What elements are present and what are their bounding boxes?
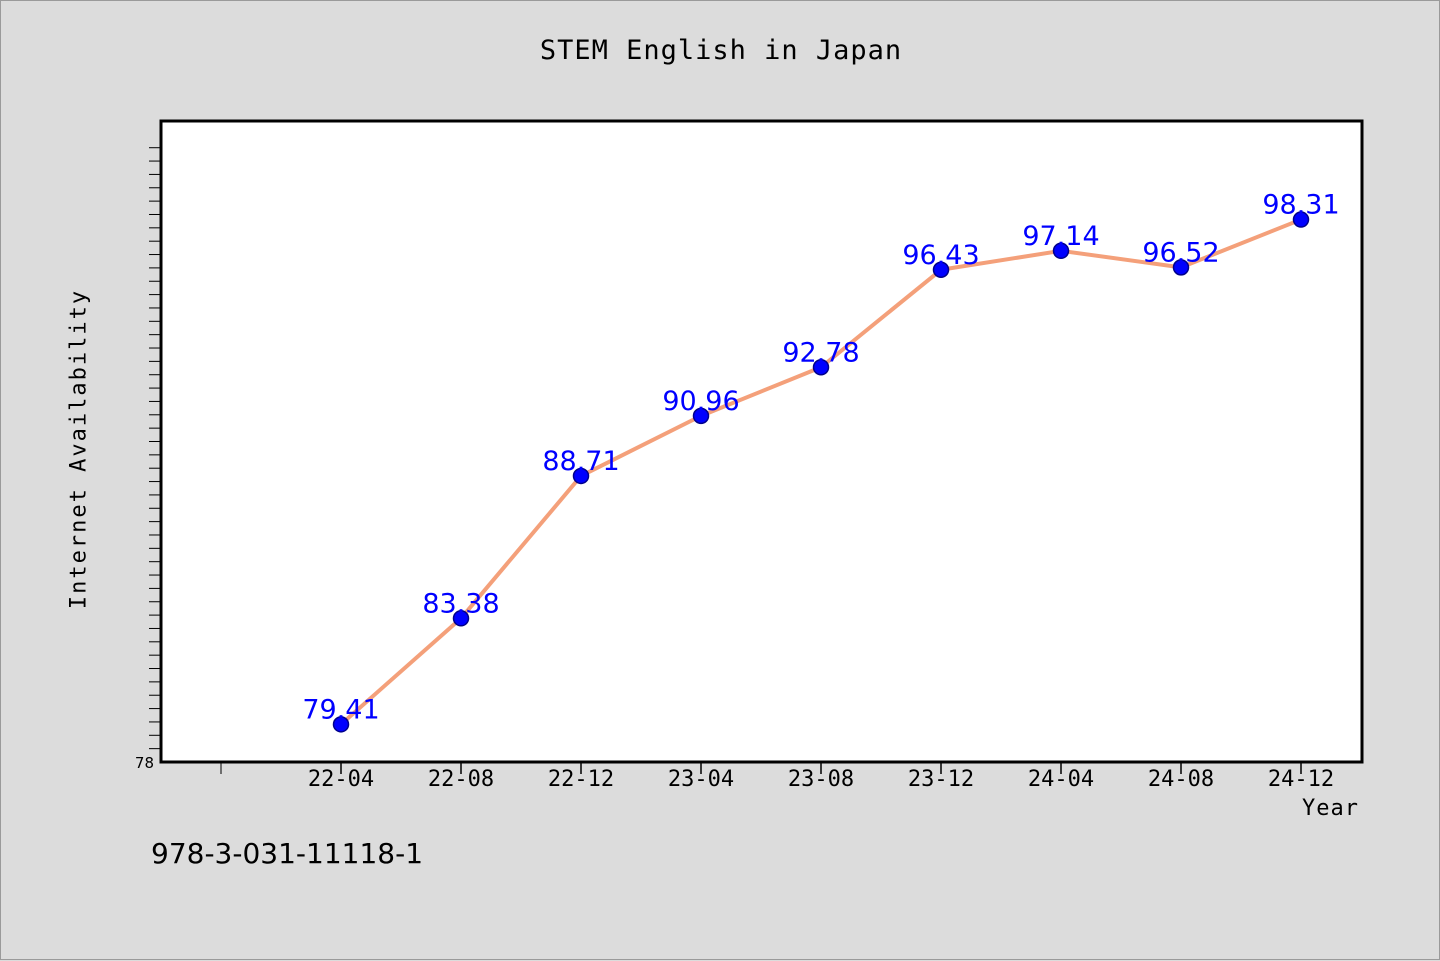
- data-label: 98.31: [1262, 190, 1339, 221]
- x-tick-label: 22-08: [428, 767, 494, 792]
- chart-title: STEM English in Japan: [539, 35, 903, 66]
- marker-layer: [332, 211, 1310, 733]
- data-point: [692, 407, 710, 425]
- data-label: 79.41: [302, 694, 379, 725]
- data-point: [812, 359, 830, 376]
- data-point: [332, 716, 350, 733]
- data-point: [452, 610, 470, 627]
- data-point: [932, 261, 950, 279]
- x-tick-label: 22-04: [308, 767, 374, 792]
- x-tick-label: 24-08: [1148, 767, 1214, 792]
- data-point: [572, 467, 590, 485]
- x-axis-label: Year: [1302, 796, 1359, 821]
- data-label: 83.38: [422, 588, 499, 619]
- data-label-layer: 79.41 83.38 88.71 90.96 92.78 96.43 97.14 96.52…: [302, 190, 1339, 726]
- x-tick-label: 24-04: [1028, 767, 1094, 792]
- x-axis-ticks: 22-04 22-08 22-12 23-04 23-08 23-12 24-04 24-08…: [220, 762, 1334, 792]
- data-label: 96.43: [902, 240, 979, 271]
- data-point: [1052, 242, 1070, 260]
- y-tick-label: 78: [135, 754, 154, 772]
- x-tick-label: 23-12: [908, 767, 974, 792]
- data-label: 92.78: [782, 337, 859, 368]
- plot-area: [159, 119, 1364, 764]
- y-axis-label: Internet Availability: [66, 288, 92, 610]
- data-point: [1292, 211, 1310, 228]
- x-tick-label: 22-12: [548, 767, 614, 792]
- footer-code: 978-3-031-11118-1: [151, 837, 424, 870]
- x-tick-label: 23-08: [788, 767, 854, 792]
- data-label: 88.71: [542, 446, 619, 477]
- data-point: [1172, 259, 1190, 276]
- y-axis-ticks: 78: [135, 147, 161, 772]
- data-label: 96.52: [1142, 237, 1219, 268]
- data-label: 90.96: [662, 386, 739, 417]
- x-tick-label: 24-12: [1268, 767, 1334, 792]
- data-label: 97.14: [1022, 221, 1099, 252]
- x-tick-label: 23-04: [668, 767, 734, 792]
